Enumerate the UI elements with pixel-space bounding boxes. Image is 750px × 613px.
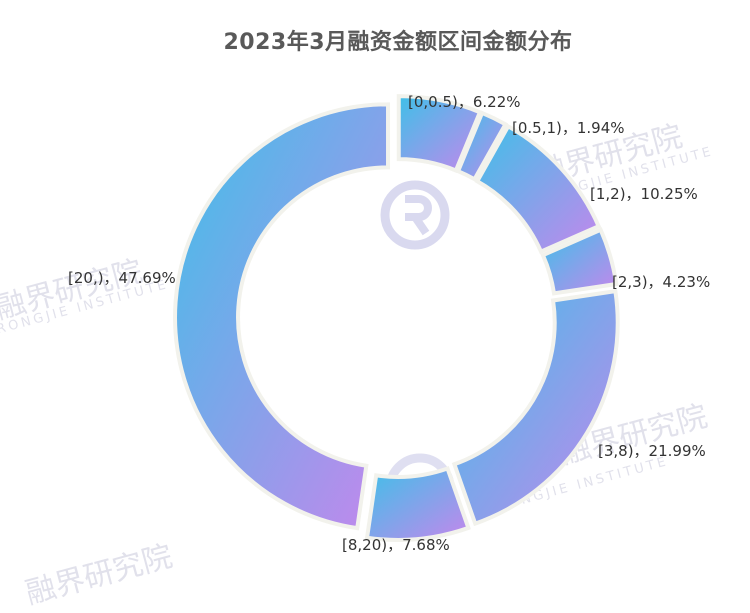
slice-label: [8,20)，7.68% (342, 536, 450, 554)
donut-slice[interactable] (173, 102, 391, 531)
slice-label: [3,8)，21.99% (598, 442, 706, 460)
donut-chart: [0,0.5)，6.22% [0.5,1)，1.94% [1,2)，10.25% [2… (68, 93, 710, 554)
slice-label: [0,0.5)，6.22% (408, 93, 521, 111)
slice-label: [1,2)，10.25% (590, 185, 698, 203)
donut-slice[interactable] (540, 227, 619, 296)
donut-slice[interactable] (364, 465, 471, 542)
chart-title: 2023年3月融资金额区间金额分布 (223, 30, 573, 55)
slice-label: [2,3)，4.23% (612, 273, 710, 291)
donut-slice[interactable] (474, 123, 602, 255)
slice-label: [0.5,1)，1.94% (512, 119, 625, 137)
slice-label: [20,)，47.69% (68, 269, 176, 287)
donut-slice[interactable] (451, 288, 620, 527)
donut-slice[interactable] (396, 94, 483, 174)
donut-slice[interactable] (455, 110, 509, 182)
